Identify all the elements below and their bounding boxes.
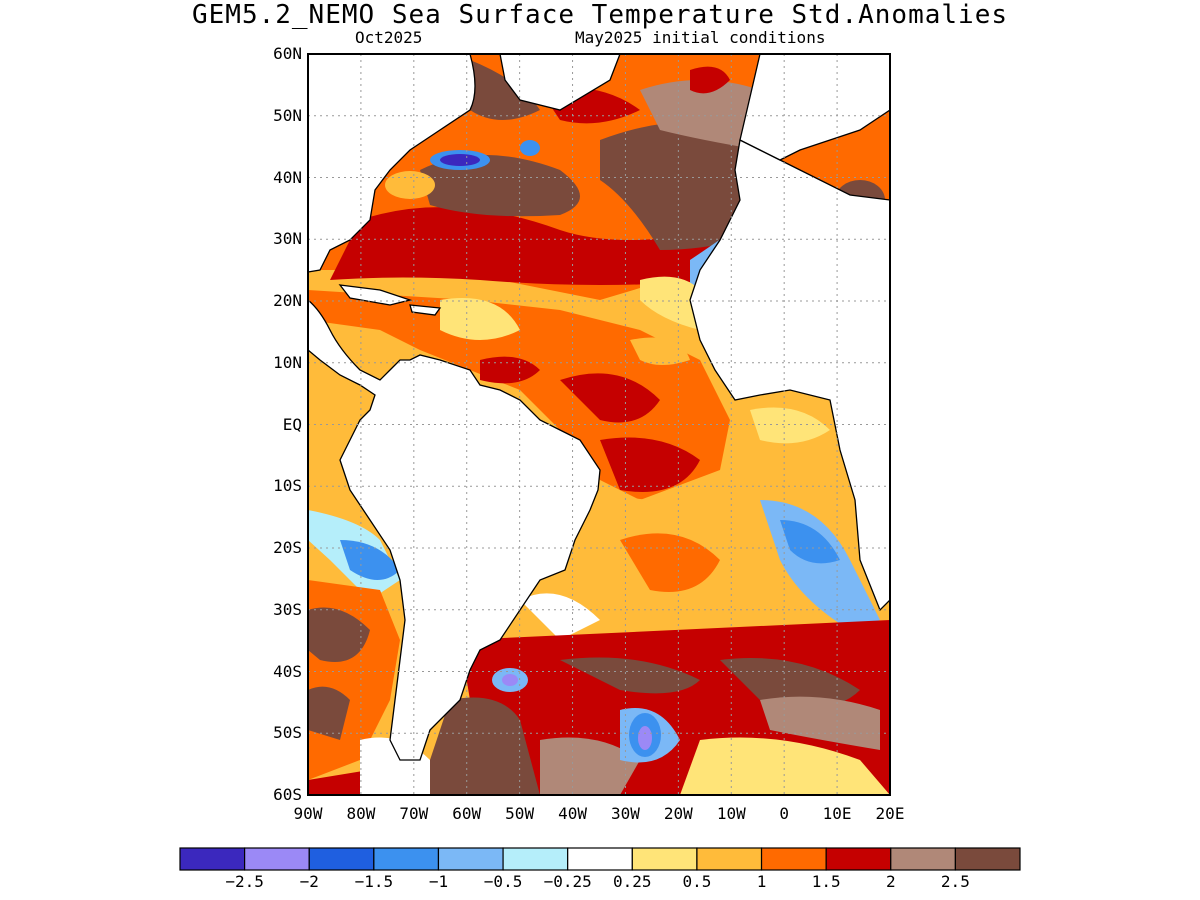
colorbar-label: 0.25 — [613, 872, 652, 891]
longitude-label: 0 — [779, 804, 789, 823]
colorbar-swatch — [954, 847, 1021, 871]
cuba-island — [338, 284, 413, 306]
longitude-label: 90W — [293, 804, 323, 823]
latitude-label: 60S — [273, 785, 302, 804]
longitude-label: 30W — [611, 804, 640, 823]
longitude-label: 10W — [716, 804, 746, 823]
longitude-label: 50W — [505, 804, 535, 823]
latitude-label: 10N — [273, 352, 302, 372]
longitude-label: 20W — [663, 804, 693, 823]
colorbar-label: 2.5 — [940, 872, 970, 891]
latitude-label: 40N — [273, 167, 302, 187]
latitude-label: 30S — [273, 599, 302, 619]
latitude-label: 40S — [273, 661, 302, 681]
anomaly-region — [690, 66, 730, 94]
anomaly-region — [600, 122, 740, 250]
colorbar-swatch — [244, 847, 310, 871]
colorbar-swatch — [890, 847, 956, 871]
colorbar-swatch — [502, 847, 569, 871]
anomaly-region — [480, 356, 540, 384]
colorbar-label: −2 — [299, 872, 319, 891]
latitude-label: 30N — [273, 229, 302, 249]
map-frame — [307, 53, 891, 796]
latitude-label: 10S — [273, 476, 302, 496]
colorbar-label: −0.25 — [543, 872, 592, 891]
latitude-label: 60N — [273, 44, 302, 63]
colorbar-label: −0.5 — [483, 872, 523, 891]
graticule — [308, 54, 890, 795]
latitude-label: 20S — [273, 538, 302, 557]
colorbar-label: −2.5 — [225, 872, 264, 891]
colorbar-swatch — [825, 847, 892, 871]
colorbar-swatch — [308, 847, 375, 871]
anomaly-region — [630, 337, 690, 365]
anomaly-region — [330, 207, 720, 285]
anomaly-region — [470, 60, 540, 120]
longitude-label: 10E — [822, 804, 852, 823]
colorbar-swatch — [373, 847, 440, 871]
forecast-month: Oct2025 — [355, 28, 423, 47]
colorbar-swatch — [696, 847, 763, 871]
latitude-label: EQ — [282, 414, 302, 434]
anomaly-region — [560, 657, 700, 694]
colorbar-swatch — [631, 847, 698, 871]
anomaly-region — [760, 696, 880, 750]
latitude-label: 50S — [273, 723, 302, 743]
anomaly-region — [308, 607, 370, 662]
colorbar-label: 1 — [756, 872, 767, 891]
anomaly-region — [750, 407, 830, 444]
central-america-land — [307, 298, 601, 761]
map-title: GEM5.2_NEMO Sea Surface Temperature Std.… — [191, 0, 1008, 30]
initial-conditions-label: May2025 initial conditions — [575, 28, 826, 47]
north-america-land — [307, 53, 476, 273]
africa-land — [689, 139, 891, 612]
anomaly-region — [520, 593, 600, 640]
colorbar-label: 1.5 — [811, 872, 841, 891]
colorbar-label: 2 — [885, 872, 896, 891]
colorbar-swatch — [437, 847, 504, 871]
colorbar-swatch — [179, 847, 246, 871]
latitude-label: 20N — [273, 291, 302, 310]
anomaly-region — [308, 686, 350, 740]
longitude-label: 80W — [346, 804, 376, 823]
latitude-label: 50N — [273, 105, 302, 125]
colorbar-label: 0.5 — [682, 872, 712, 891]
anomaly-region — [420, 697, 540, 795]
anomaly-region — [560, 373, 660, 423]
anomaly-region — [780, 520, 840, 564]
longitude-label: 70W — [399, 804, 429, 823]
colorbar-label: −1 — [428, 872, 449, 891]
longitude-label: 60W — [452, 804, 482, 823]
anomaly-region — [440, 298, 520, 340]
colorbar-swatch — [760, 847, 827, 871]
anomaly-region — [720, 658, 860, 708]
anomaly-region — [540, 737, 640, 795]
anomaly-region — [640, 80, 760, 150]
colorbar-swatch — [567, 847, 633, 871]
anomaly-region — [340, 540, 400, 580]
anomaly-region — [420, 155, 580, 217]
longitude-label: 20E — [875, 804, 905, 823]
longitude-label: 40W — [558, 804, 587, 823]
anomaly-region — [640, 276, 700, 330]
land — [307, 53, 891, 761]
hispaniola-island — [409, 304, 442, 316]
colorbar-label: −1.5 — [354, 872, 394, 891]
